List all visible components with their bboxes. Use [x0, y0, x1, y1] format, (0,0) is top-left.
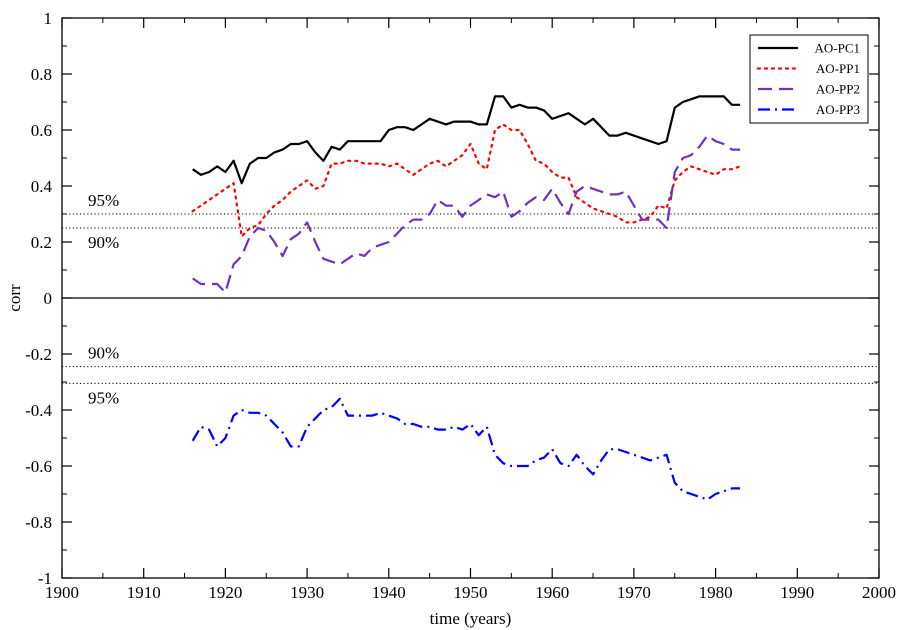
series-line-ao-pp2 [192, 134, 741, 294]
y-tick-label: -0.8 [25, 513, 52, 532]
x-tick-label: 1910 [127, 583, 161, 602]
axes: 1900 1910 1920 1930 1940 1950 1960 1970 1980 1990… [25, 9, 896, 602]
y-tick-label: 1 [44, 9, 53, 28]
x-tick-label: 1980 [699, 583, 733, 602]
y-tick-label: 0.6 [31, 121, 52, 140]
x-axis-label: time (years) [430, 609, 512, 628]
y-tick-label: -0.2 [25, 345, 52, 364]
x-tick-label: 1970 [617, 583, 651, 602]
y-tick-label: -0.6 [25, 457, 52, 476]
x-tick-label: 1900 [45, 583, 79, 602]
x-tick-label: 1920 [208, 583, 242, 602]
series-line-ao-pp3 [191, 397, 741, 501]
reference-line-label: 95% [88, 388, 119, 407]
y-tick-label: 0.4 [31, 177, 53, 196]
y-tick-label: 0 [44, 289, 53, 308]
x-tick-label: 1960 [535, 583, 569, 602]
reference-line-label: 90% [88, 233, 119, 252]
legend-label: AO-PP3 [816, 102, 860, 117]
series-line-ao-pp1 [191, 123, 742, 238]
reference-line-label: 95% [88, 191, 119, 210]
reference-lines: 95% 90% 90% 95% [62, 191, 879, 407]
series-line-ao-pc1 [192, 95, 741, 185]
reference-line-label: 90% [88, 344, 119, 363]
x-tick-label: 2000 [862, 583, 896, 602]
legend-label: AO-PC1 [814, 41, 860, 56]
legend-label: AO-PP2 [816, 82, 860, 97]
y-tick-label: -0.4 [25, 401, 52, 420]
y-tick-label: 0.2 [31, 233, 52, 252]
legend-box [749, 34, 869, 124]
legend: AO-PC1 AO-PP1 AO-PP2 AO-PP3 [749, 34, 869, 124]
y-tick-label: -1 [38, 569, 52, 588]
x-tick-label: 1930 [290, 583, 324, 602]
x-tick-label: 1940 [372, 583, 406, 602]
x-tick-label: 1990 [780, 583, 814, 602]
series-lines [191, 95, 742, 501]
y-axis-label: corr [5, 284, 24, 312]
x-tick-label: 1950 [454, 583, 488, 602]
legend-label: AO-PP1 [816, 61, 860, 76]
y-tick-label: 0.8 [31, 65, 52, 84]
